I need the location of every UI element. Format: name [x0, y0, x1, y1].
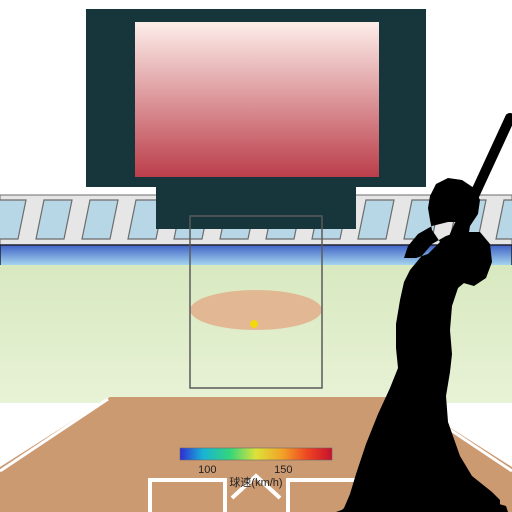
- legend-tick-label: 150: [274, 464, 292, 476]
- stage-svg: 100 150球速(km/h): [0, 0, 512, 512]
- pitch-location-dot: [250, 320, 258, 328]
- legend-tick-label: 100: [198, 464, 216, 476]
- jumbotron: [135, 22, 379, 177]
- legend-title: 球速(km/h): [229, 475, 282, 489]
- pitch-location-diagram: 100 150球速(km/h): [0, 0, 512, 512]
